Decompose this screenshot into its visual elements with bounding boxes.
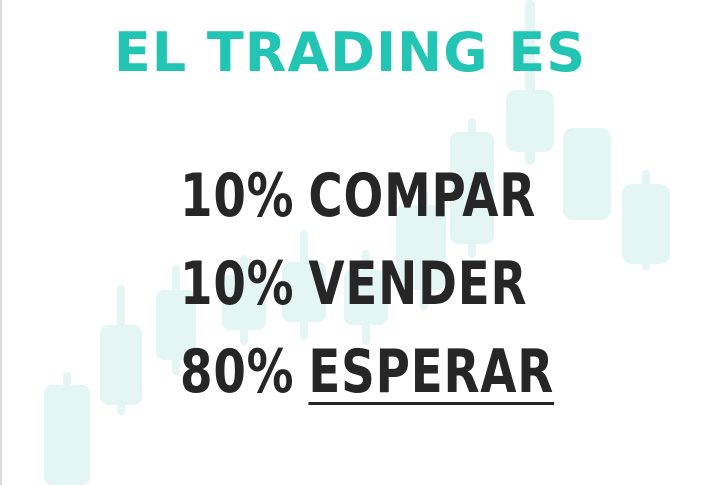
candle-body — [563, 128, 611, 220]
candle-body — [282, 262, 326, 322]
candle-body — [344, 270, 388, 325]
headline-title: EL TRADING ES — [113, 21, 587, 84]
candle-body — [44, 385, 90, 485]
candle-body — [100, 325, 142, 405]
ratio-percent: 10% — [180, 249, 295, 319]
left-frame-edge — [0, 0, 2, 485]
candle-body — [396, 205, 446, 290]
candle-body — [622, 184, 670, 264]
ratio-line-wait: 80% ESPERAR — [180, 328, 554, 416]
ratio-word: COMPAR — [308, 161, 537, 231]
candle-body — [222, 275, 266, 330]
ratio-percent: 10% — [180, 161, 295, 231]
ratio-line-buy: 10% COMPAR — [180, 152, 554, 240]
ratio-word: VENDER — [308, 249, 528, 319]
ratio-line-sell: 10% VENDER — [180, 240, 554, 328]
candle-body — [156, 290, 196, 360]
ratio-word-underlined: ESPERAR — [308, 337, 555, 407]
ratio-list: 10% COMPAR 10% VENDER 80% ESPERAR — [180, 152, 660, 416]
ratio-percent: 80% — [180, 337, 295, 407]
candle-body — [506, 90, 554, 152]
candle-body — [450, 132, 494, 244]
